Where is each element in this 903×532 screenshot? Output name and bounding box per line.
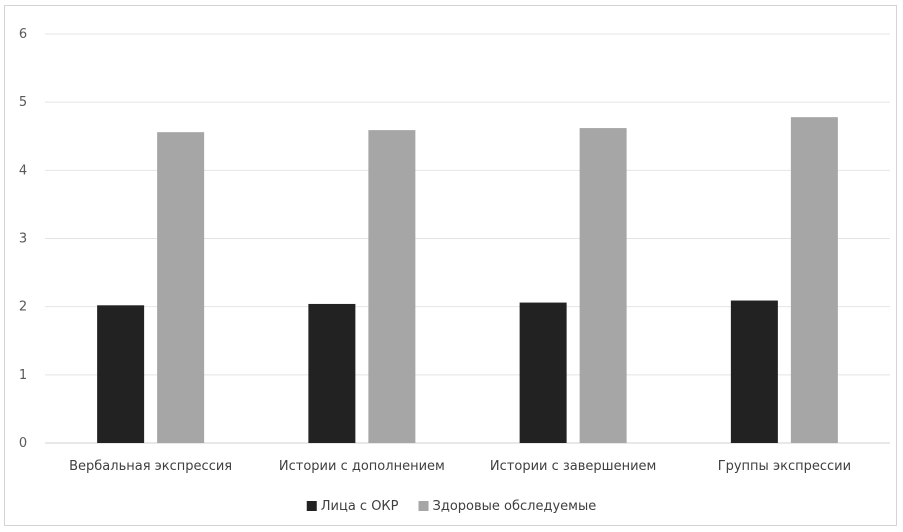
y-tick-label: 6 xyxy=(19,27,27,42)
bar-ocd xyxy=(519,302,567,443)
y-tick-label: 0 xyxy=(19,436,27,451)
bar-ocd xyxy=(97,305,145,443)
bar-ocd xyxy=(730,300,778,443)
y-tick-label: 4 xyxy=(19,163,27,178)
y-tick-label: 3 xyxy=(19,232,27,247)
chart-frame: 0 1 2 3 4 5 6 Вербальная экспрессия Истории с д… xyxy=(4,5,897,526)
x-category-label: Истории с завершением xyxy=(490,459,656,474)
bar-healthy xyxy=(790,117,838,443)
x-category-label: Вербальная экспрессия xyxy=(69,459,232,474)
x-category-label: Истории с дополнением xyxy=(279,459,445,474)
legend-swatch xyxy=(418,501,429,511)
bar-healthy xyxy=(579,128,627,443)
bar-healthy xyxy=(368,130,416,443)
y-tick-label: 1 xyxy=(19,368,27,383)
y-tick-label: 5 xyxy=(19,95,27,110)
x-category-label: Группы экспрессии xyxy=(718,459,851,474)
legend-label: Здоровые обследуемые xyxy=(433,499,597,514)
y-tick-label: 2 xyxy=(19,300,27,315)
bar-healthy xyxy=(157,132,205,443)
legend-label: Лица с ОКР xyxy=(321,499,399,514)
bar-chart: 0 1 2 3 4 5 6 Вербальная экспрессия Истории с д… xyxy=(19,27,890,514)
bar-ocd xyxy=(308,303,356,443)
legend-swatch xyxy=(306,501,317,511)
